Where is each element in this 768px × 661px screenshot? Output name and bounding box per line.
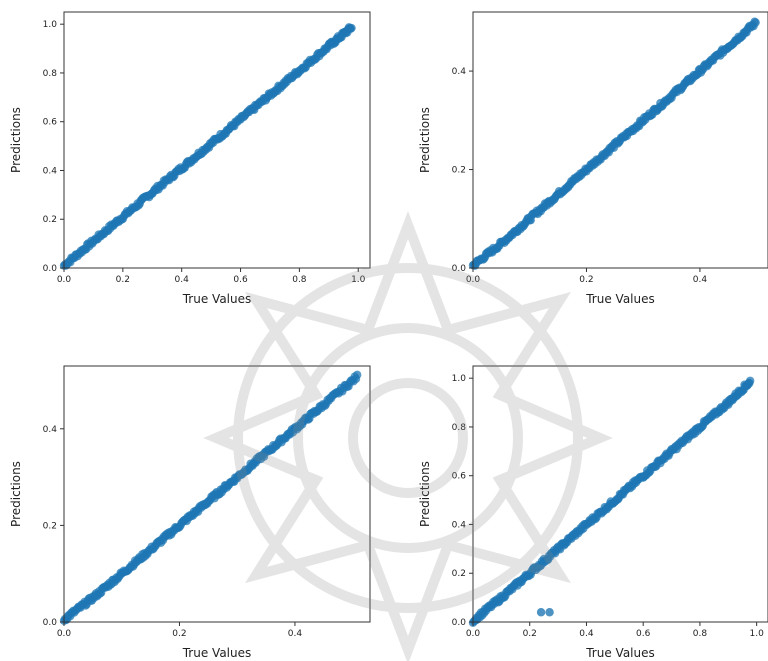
axes-frame-4 [472, 365, 768, 623]
y-tick-label: 0.4 [43, 166, 58, 176]
data-point [751, 18, 760, 27]
x-tick-label: 0.0 [466, 275, 481, 285]
y-tick-label: 0.2 [452, 569, 466, 579]
data-point [745, 376, 755, 385]
x-tick-label: 0.4 [693, 275, 708, 285]
x-axis-title: True Values [585, 646, 655, 660]
x-tick-label: 1.0 [351, 275, 366, 285]
axes-frame-1 [63, 11, 371, 269]
x-tick-label: 0.4 [175, 275, 190, 285]
x-tick-label: 0.4 [579, 629, 594, 639]
axes-frame-2 [472, 11, 768, 269]
scatter-points-4 [468, 376, 755, 627]
y-axis-title: Predictions [9, 107, 23, 173]
y-tick-label: 1.0 [452, 374, 467, 384]
x-tick-label: 0.4 [288, 629, 303, 639]
x-tick-label: 1.0 [749, 629, 764, 639]
chart-panel-3: 0.0 0.2 0.4 0.0 0.2 0.4 True Values Predictions [9, 365, 371, 660]
y-tick-label: 0.0 [452, 264, 467, 274]
y-tick-label: 0.0 [43, 264, 58, 274]
x-tick-label: 0.8 [693, 629, 708, 639]
y-tick-label: 0.0 [43, 618, 58, 628]
axes-frame-3 [63, 365, 371, 623]
x-tick-label: 0.6 [636, 629, 651, 639]
chart-panel-1: 0.0 0.2 0.4 0.6 0.8 1.0 0.0 0.2 0.4 0.6 0.8 1.0 True… [9, 11, 371, 306]
y-axis-title: Predictions [418, 461, 432, 527]
y-tick-label: 0.8 [43, 69, 58, 79]
y-tick-label: 1.0 [43, 20, 58, 30]
y-tick-label: 0.4 [452, 520, 467, 530]
scatter-points-1 [59, 23, 356, 270]
x-tick-label: 0.0 [57, 275, 72, 285]
y-tick-label: 0.0 [452, 618, 467, 628]
x-tick-label: 0.6 [233, 275, 248, 285]
x-tick-label: 0.0 [466, 629, 481, 639]
y-tick-label: 0.4 [43, 425, 58, 435]
x-axis-title: True Values [182, 646, 252, 660]
outlier-point [545, 608, 554, 617]
x-tick-label: 0.2 [172, 629, 186, 639]
outlier-point [536, 608, 546, 617]
scatter-points-3 [59, 370, 362, 625]
y-tick-label: 0.2 [43, 215, 57, 225]
x-tick-label: 0.2 [579, 275, 593, 285]
y-tick-label: 0.6 [43, 118, 58, 128]
y-axis-title: Predictions [418, 107, 432, 173]
x-tick-label: 0.8 [292, 275, 307, 285]
y-tick-label: 0.2 [452, 166, 466, 176]
x-axis-title: True Values [182, 292, 252, 306]
y-tick-label: 0.6 [452, 472, 467, 482]
x-tick-label: 0.0 [57, 629, 72, 639]
scatter-points-2 [468, 17, 760, 270]
y-axis-title: Predictions [9, 461, 23, 527]
data-point [353, 370, 362, 380]
chart-panel-4: 0.0 0.2 0.4 0.6 0.8 1.0 0.0 0.2 0.4 0.6 0.8 1.0 True… [418, 365, 768, 660]
y-tick-label: 0.8 [452, 423, 467, 433]
x-tick-label: 0.2 [523, 629, 537, 639]
y-tick-label: 0.4 [452, 67, 467, 77]
y-tick-label: 0.2 [43, 521, 57, 531]
chart-panel-2: 0.0 0.2 0.4 0.0 0.2 0.4 True Values Predictions [418, 11, 768, 306]
x-tick-label: 0.2 [116, 275, 130, 285]
data-point [347, 23, 356, 33]
x-axis-title: True Values [585, 292, 655, 306]
